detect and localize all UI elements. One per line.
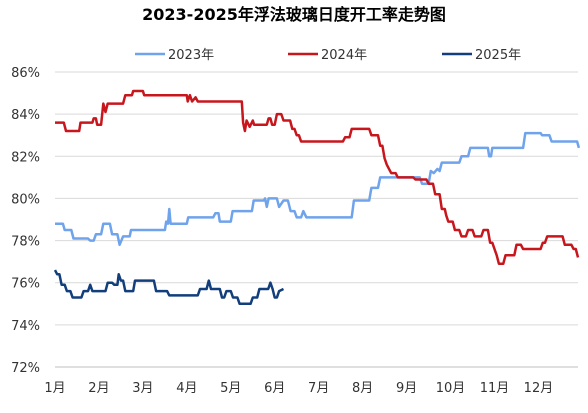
x-axis: 1月 2月 3月 4月 5月 6月 7月 8月 9月 10月 11月 12月 xyxy=(44,366,578,396)
series-lines xyxy=(53,89,581,306)
legend-label-3: 2025年 xyxy=(475,48,521,63)
x-tick-label: 6月 xyxy=(264,381,285,396)
y-tick-label: 76% xyxy=(11,277,40,292)
y-tick-label: 86% xyxy=(11,66,40,81)
legend-label-1: 2023年 xyxy=(168,48,214,63)
y-axis: 72% 74% 76% 78% 80% 82% 84% 86% xyxy=(11,66,40,376)
y-tick-label: 74% xyxy=(11,319,40,334)
x-tick-label: 7月 xyxy=(308,381,329,396)
x-tick-label: 3月 xyxy=(132,381,153,396)
series-line-3 xyxy=(53,269,285,306)
x-tick-label: 2月 xyxy=(88,381,109,396)
y-tick-label: 72% xyxy=(11,361,40,376)
x-tick-label: 12月 xyxy=(524,381,554,396)
y-tick-label: 78% xyxy=(11,235,40,250)
y-tick-label: 82% xyxy=(11,150,40,165)
x-tick-label: 9月 xyxy=(396,381,417,396)
gridlines xyxy=(55,71,578,326)
series-line-2 xyxy=(55,89,580,265)
chart-title: 2023-2025年浮法玻璃日度开工率走势图 xyxy=(142,5,446,24)
x-tick-label: 11月 xyxy=(480,381,510,396)
x-tick-label: 4月 xyxy=(176,381,197,396)
x-tick-label: 8月 xyxy=(352,381,373,396)
x-tick-label: 5月 xyxy=(220,381,241,396)
x-tick-label: 10月 xyxy=(436,381,466,396)
y-tick-label: 80% xyxy=(11,192,40,207)
y-tick-label: 84% xyxy=(11,108,40,123)
legend: 2023年 2024年 2025年 xyxy=(135,48,521,63)
x-tick-label: 1月 xyxy=(44,381,65,396)
series-line-1 xyxy=(55,131,581,247)
legend-label-2: 2024年 xyxy=(321,48,367,63)
